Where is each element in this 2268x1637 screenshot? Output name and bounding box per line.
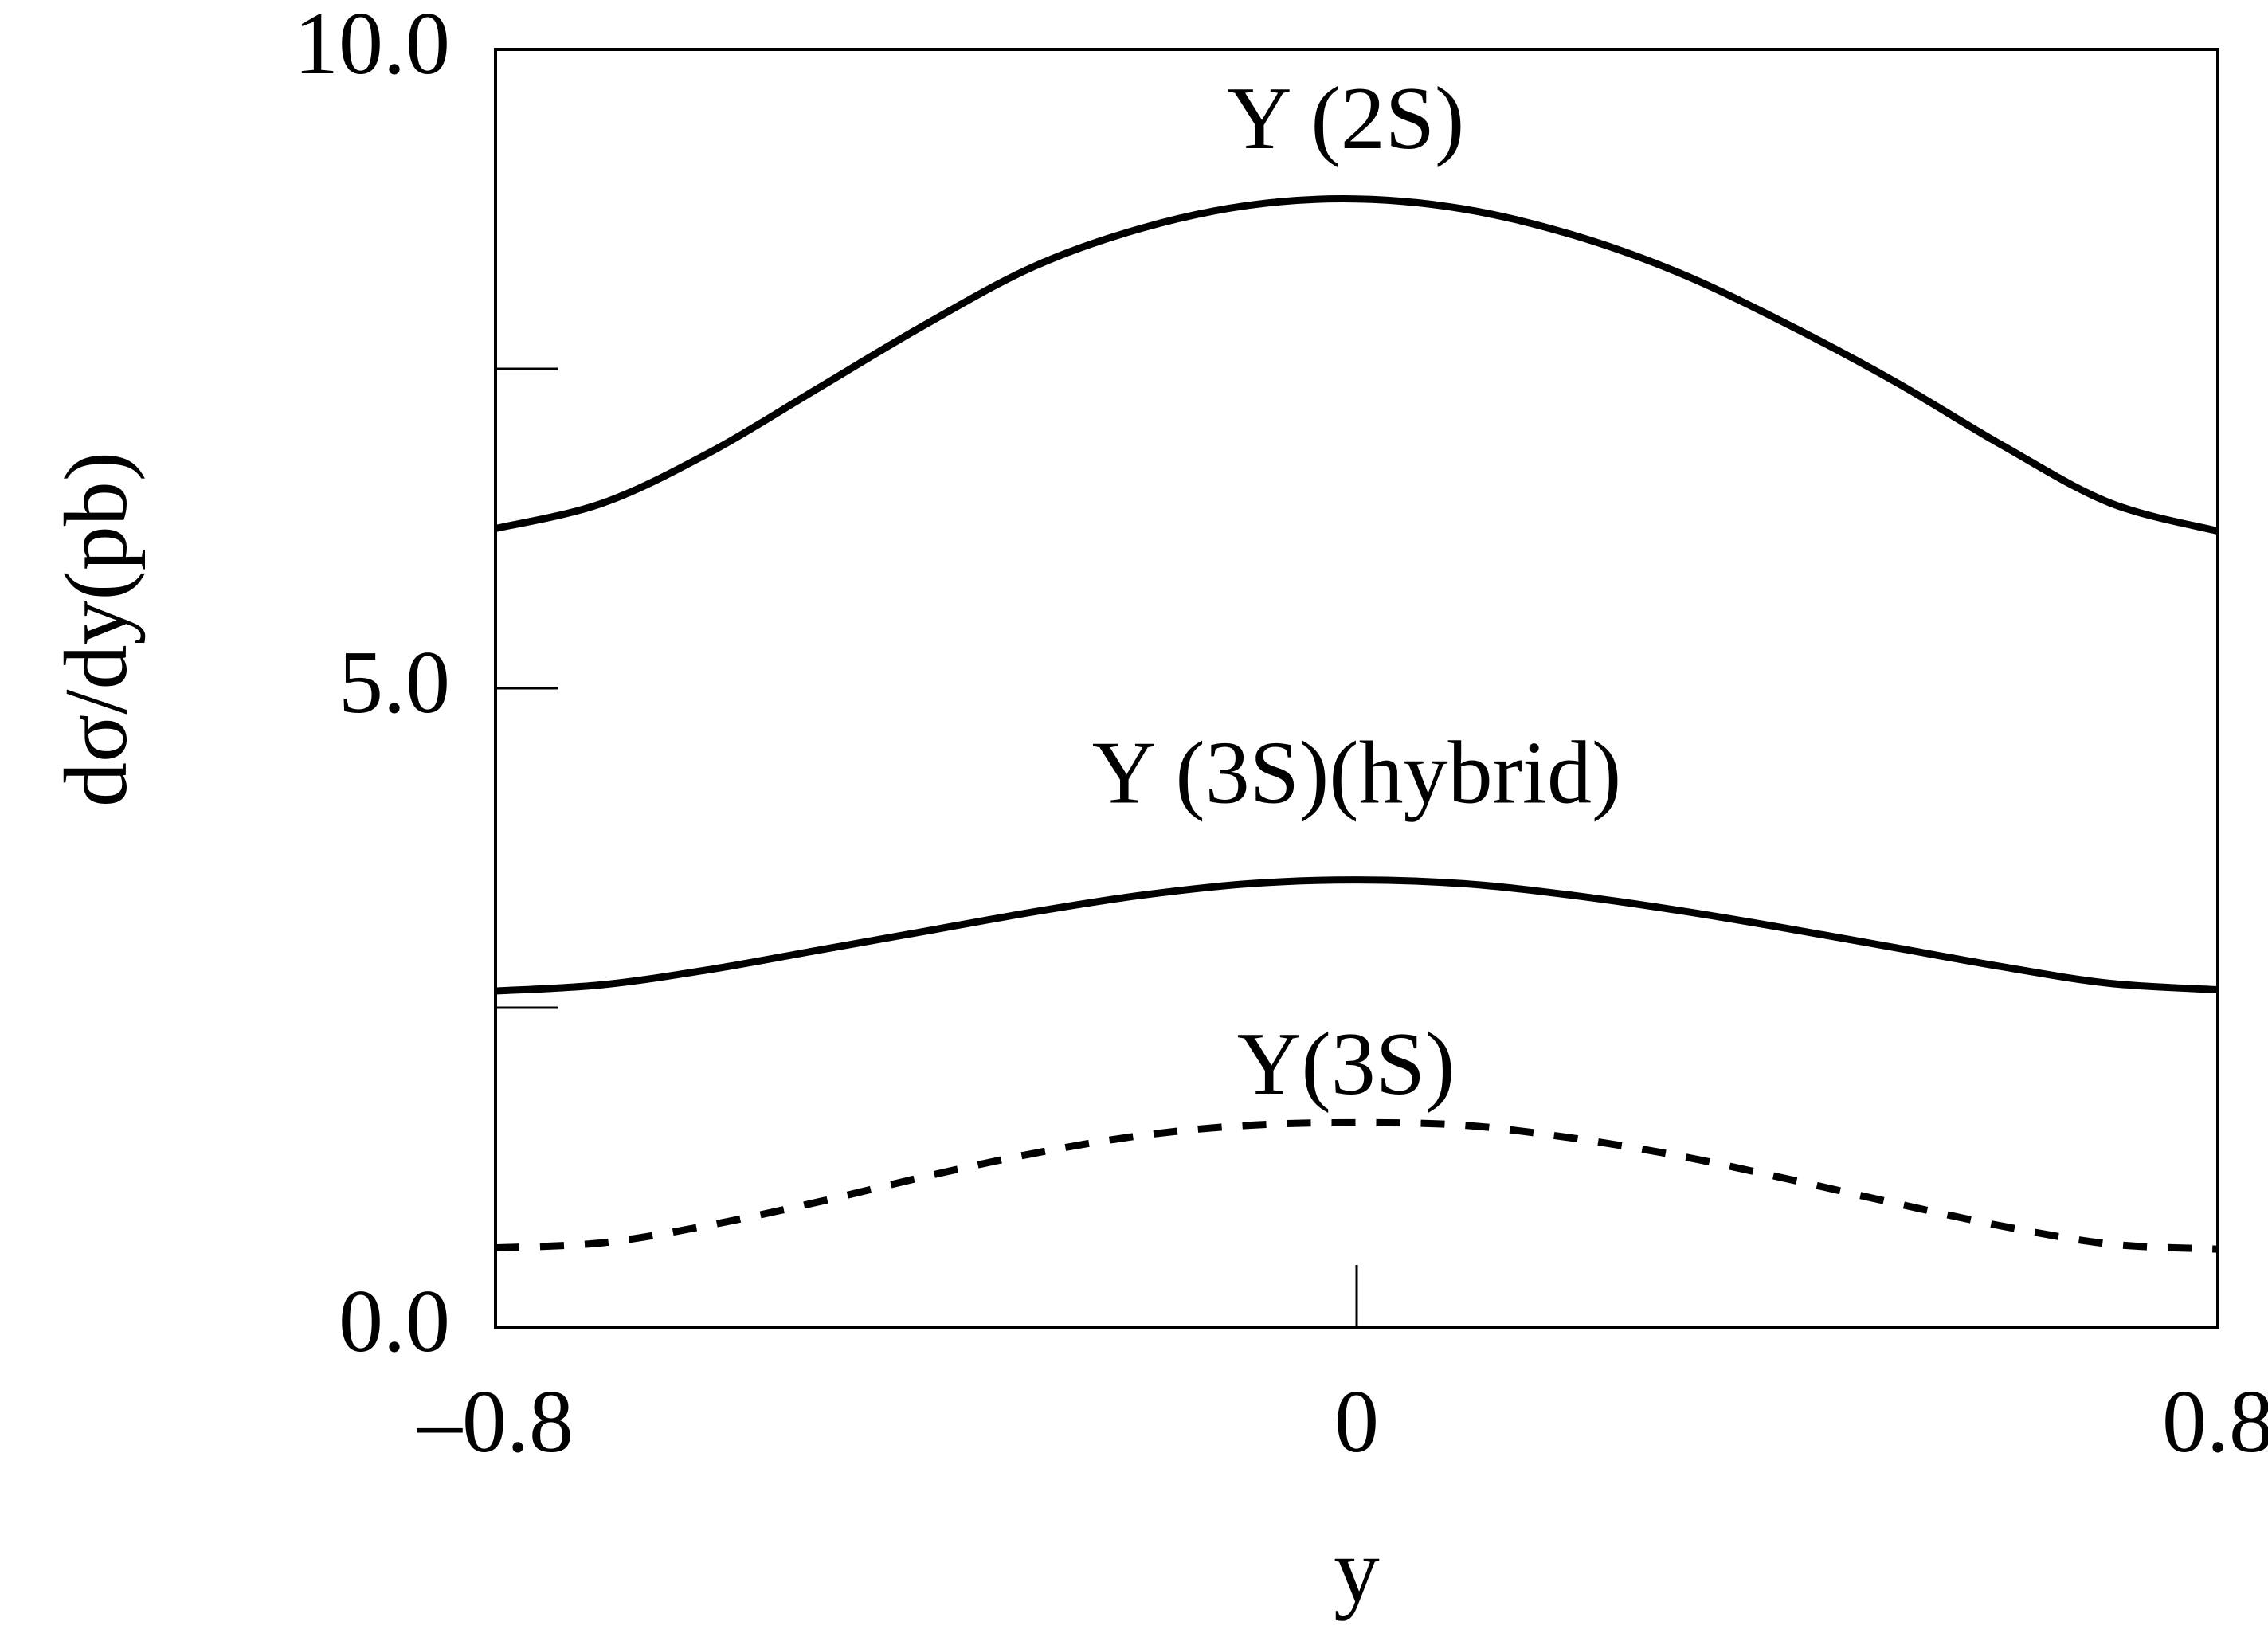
series-label: Y (3S)(hybrid) — [1092, 723, 1622, 822]
series-label: Y(3S) — [1237, 1015, 1455, 1114]
x-tick-label: 0 — [1334, 1373, 1379, 1471]
x-tick-label: 0.8 — [2162, 1373, 2268, 1471]
y-tick-label: 10.0 — [294, 0, 450, 93]
x-tick-label: –0.8 — [417, 1373, 574, 1471]
axis-ticks: 0.0 5.0 10.0 –0.8 0 0.8 — [294, 0, 2268, 1471]
y-tick-label: 0.0 — [339, 1272, 450, 1371]
series-layer — [494, 195, 2219, 1253]
series-line-upsilon-3s — [495, 1118, 2219, 1253]
y-axis-label: dσ/dy(pb) — [47, 452, 146, 807]
series-line-upsilon-2s — [494, 195, 2219, 535]
y-tick-label: 5.0 — [339, 633, 450, 732]
plot-frame — [494, 48, 2219, 1329]
x-axis-label: y — [1334, 1520, 1380, 1621]
labels-layer: Y (2S) Y (3S)(hybrid) Y(3S) — [1092, 69, 1622, 1114]
series-line-upsilon-3s-hybrid — [495, 876, 2219, 995]
series-label: Y (2S) — [1228, 69, 1465, 168]
